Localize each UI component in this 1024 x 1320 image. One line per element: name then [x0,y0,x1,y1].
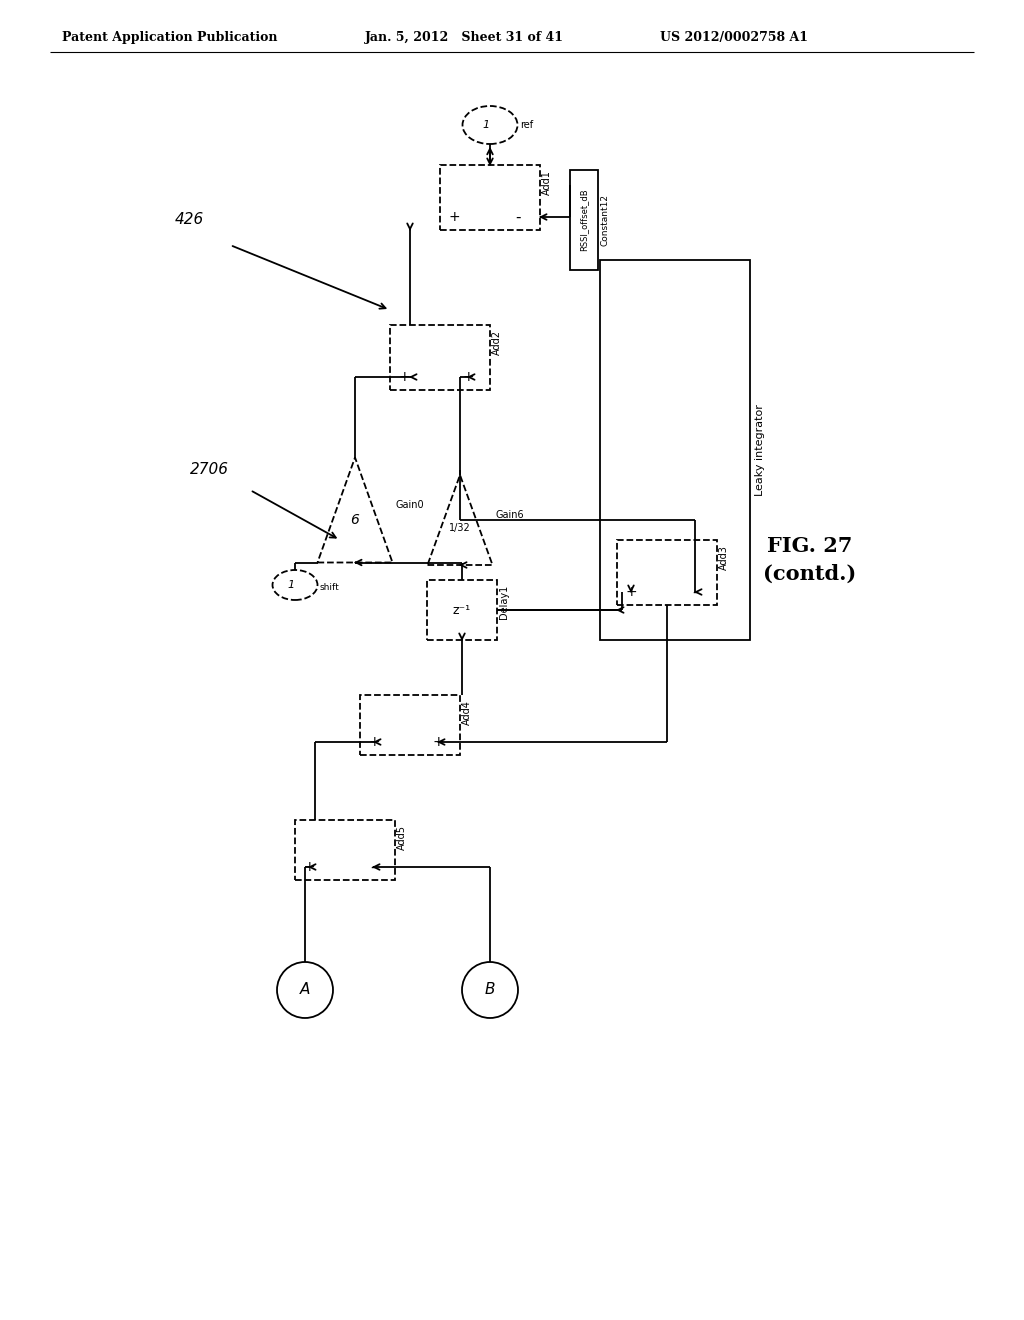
Bar [570,170,598,271]
Text: Jan. 5, 2012   Sheet 31 of 41: Jan. 5, 2012 Sheet 31 of 41 [365,30,564,44]
Text: Delay1: Delay1 [499,585,509,619]
Bar [600,260,750,640]
Text: +: + [626,585,637,599]
Text: Leaky integrator: Leaky integrator [755,404,765,496]
Text: +: + [432,735,443,748]
Bar [390,325,490,389]
Text: Constant12: Constant12 [601,194,610,246]
Bar [360,696,460,755]
Text: 1/32: 1/32 [450,523,471,533]
Text: +: + [449,210,460,224]
Text: RSSI_offset_dB: RSSI_offset_dB [580,189,589,251]
Text: Add4: Add4 [462,700,472,725]
Text: +: + [369,735,380,748]
Text: z⁻¹: z⁻¹ [453,603,471,616]
Bar [617,540,717,605]
Text: +: + [462,370,474,384]
Bar [440,165,540,230]
Text: shift: shift [319,583,339,593]
Text: Add3: Add3 [719,545,729,570]
Bar [427,579,497,640]
Text: 6: 6 [350,513,359,527]
Text: -: - [515,210,521,224]
Text: 2706: 2706 [190,462,229,478]
Text: 426: 426 [175,213,204,227]
Text: -: - [692,585,697,599]
Bar [295,820,395,880]
Text: 1: 1 [288,579,295,590]
Text: -: - [371,859,376,874]
Text: Add1: Add1 [542,170,552,195]
Text: +: + [398,370,410,384]
Text: US 2012/0002758 A1: US 2012/0002758 A1 [660,30,808,44]
Text: ref: ref [520,120,534,129]
Text: Gain6: Gain6 [496,510,524,520]
Text: Gain0: Gain0 [395,500,424,510]
Text: B: B [484,982,496,998]
Text: Add5: Add5 [397,825,407,850]
Text: A: A [300,982,310,998]
Text: +: + [303,861,314,874]
Text: FIG. 27
(contd.): FIG. 27 (contd.) [763,536,857,583]
Text: Add2: Add2 [492,330,502,355]
Text: 1: 1 [482,120,489,129]
Text: Patent Application Publication: Patent Application Publication [62,30,278,44]
